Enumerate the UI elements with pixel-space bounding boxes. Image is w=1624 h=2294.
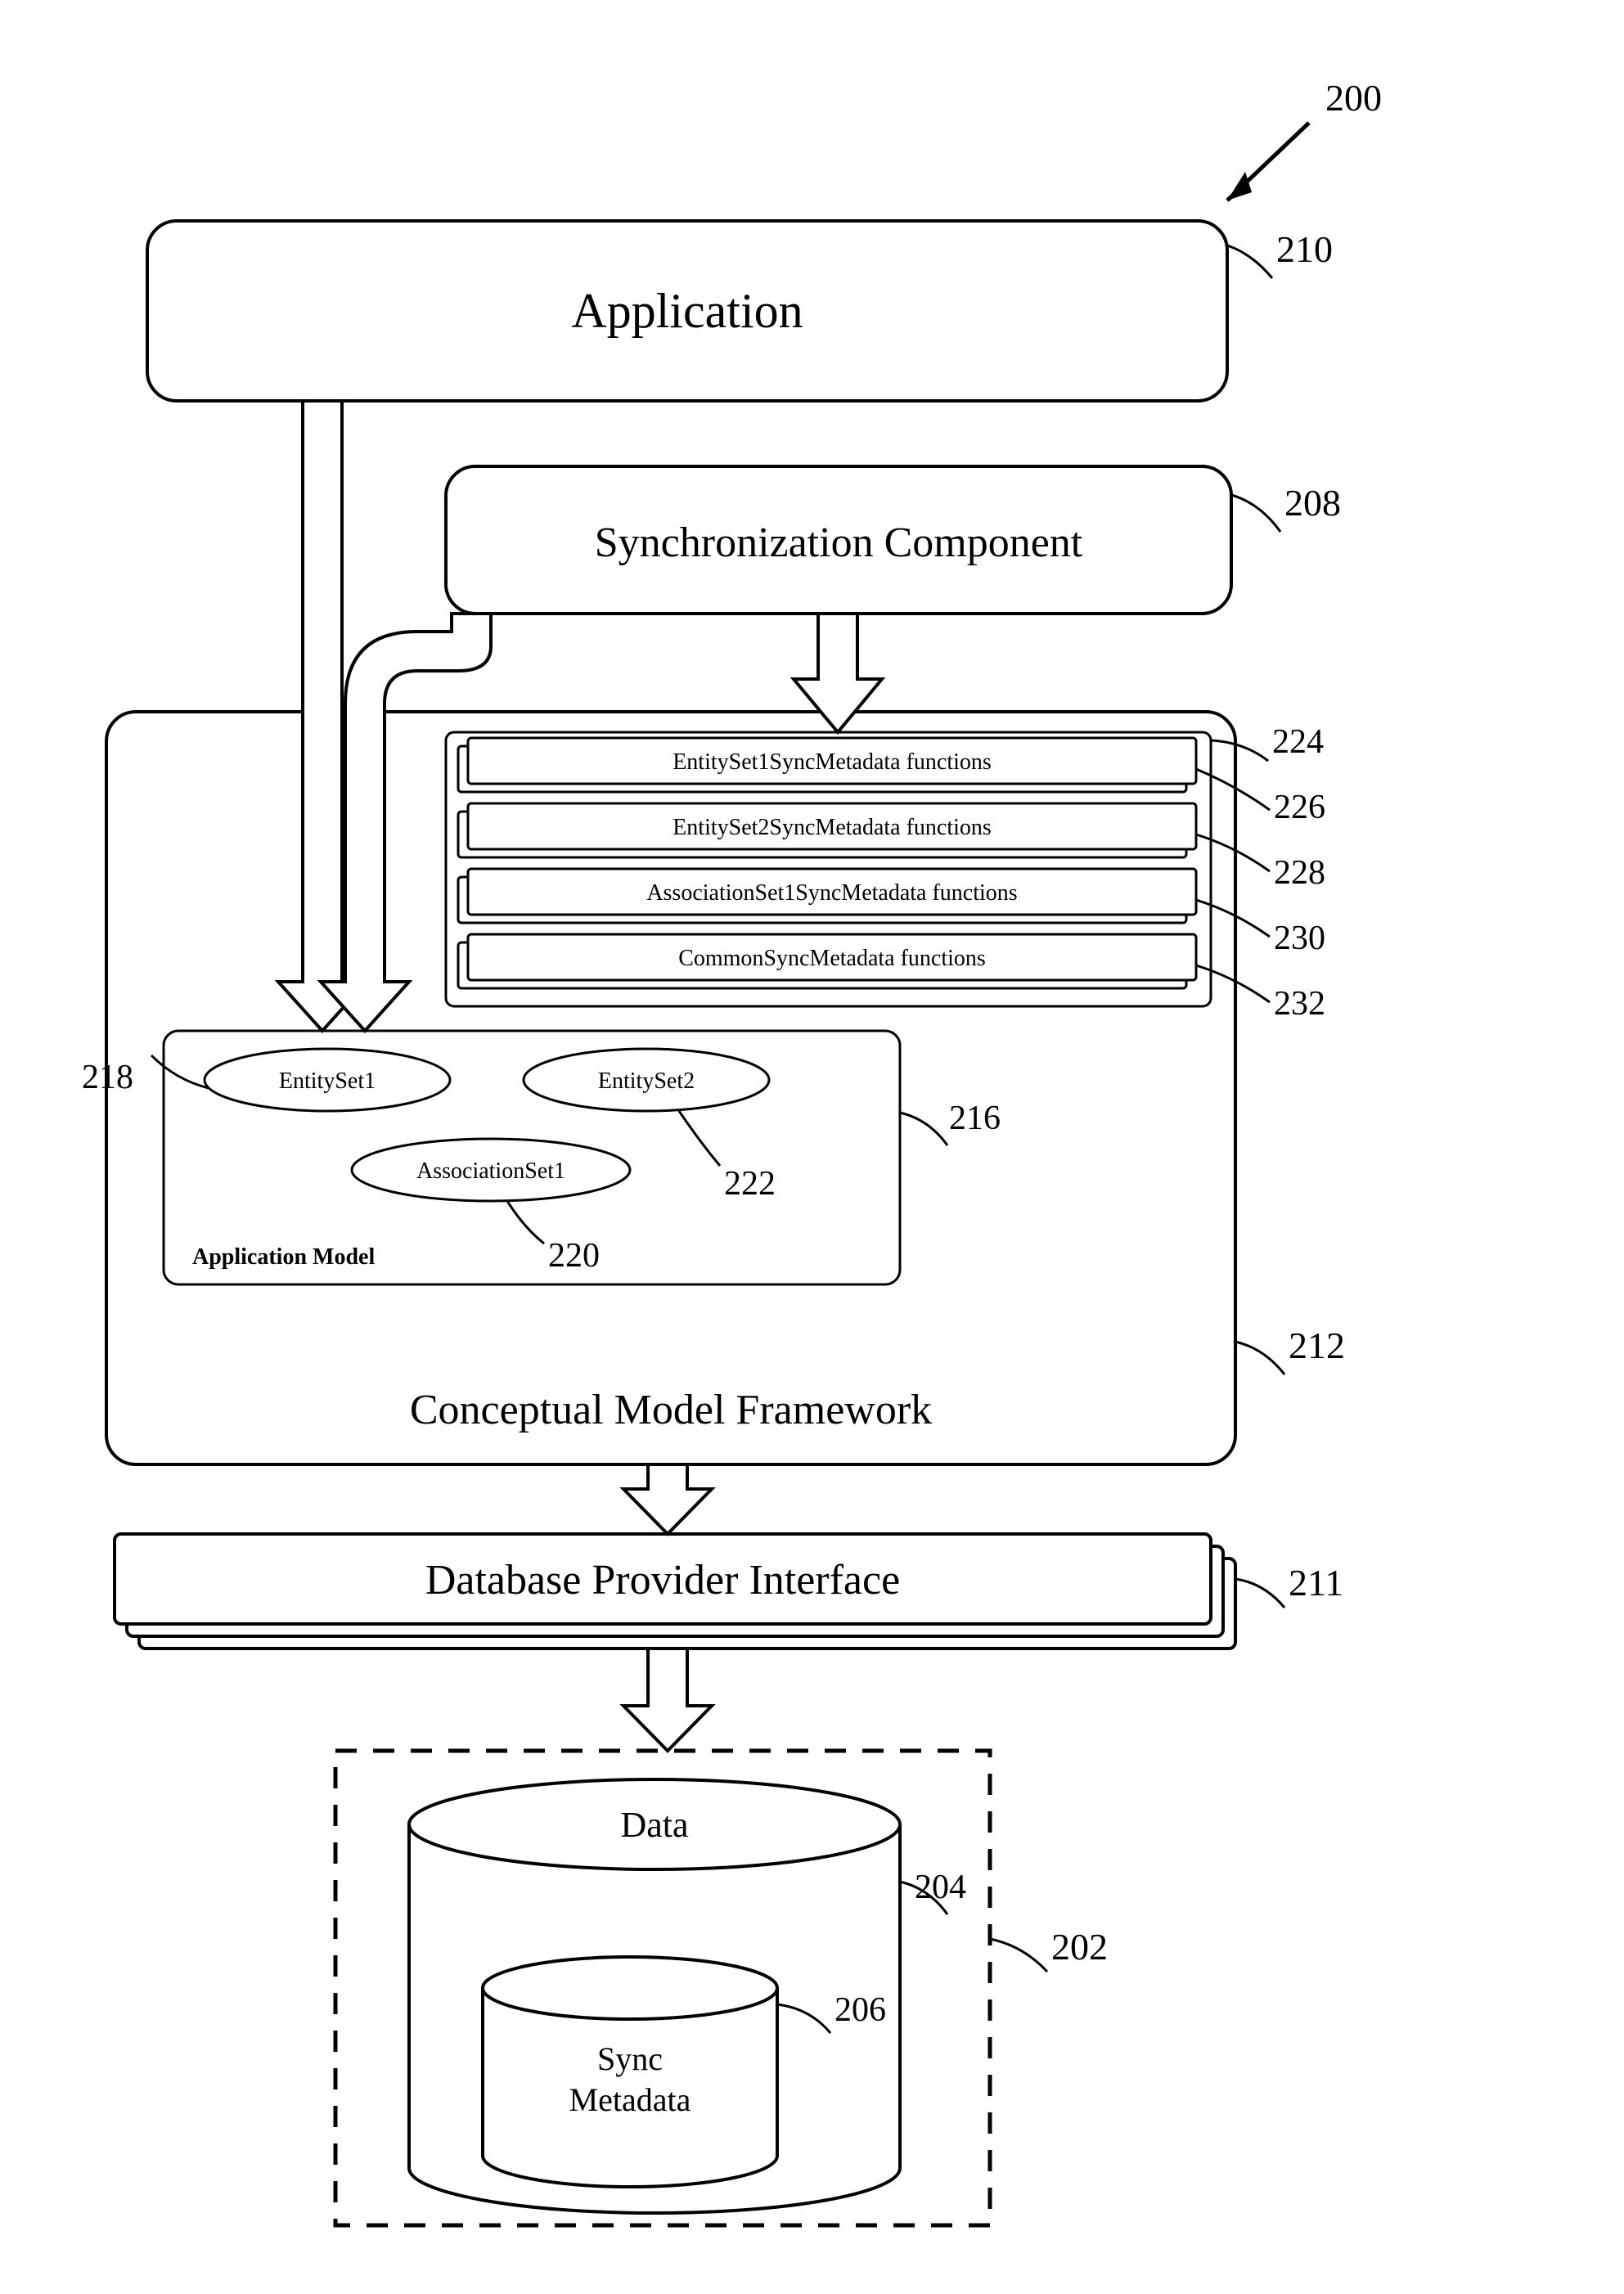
function-item-label: AssociationSet1SyncMetadata functions	[646, 880, 1017, 906]
app-model-label: Application Model	[192, 1244, 375, 1270]
datastore-ref: 202	[1051, 1926, 1108, 1968]
association-set-label: AssociationSet1	[416, 1158, 565, 1184]
app-model-box: Application Model 216 EntitySet1 218 Ent…	[82, 1031, 1001, 1284]
function-item-ref: 232	[1274, 985, 1325, 1023]
function-item-label: EntitySet1SyncMetadata functions	[673, 749, 992, 775]
arrow-framework-to-provider	[623, 1464, 712, 1534]
function-item-label: EntitySet2SyncMetadata functions	[673, 815, 992, 840]
sync-component-box: Synchronization Component 208	[446, 466, 1341, 614]
sync-cylinder-label2: Metadata	[569, 2081, 691, 2118]
figure-ref-arrow: 200	[1227, 77, 1382, 200]
function-item-label: CommonSyncMetadata functions	[678, 946, 986, 971]
functions-group-ref: 224	[1272, 723, 1324, 761]
figure-ref: 200	[1325, 77, 1382, 119]
sync-cylinder-ref: 206	[834, 1991, 886, 2029]
application-ref: 210	[1276, 228, 1333, 270]
data-cylinder-label: Data	[620, 1805, 688, 1845]
entity-set-label: EntitySet1	[279, 1068, 376, 1094]
sync-component-ref: 208	[1284, 482, 1341, 524]
provider-ref: 211	[1289, 1562, 1343, 1604]
framework-label: Conceptual Model Framework	[410, 1387, 932, 1433]
entity-set-ref: 222	[724, 1165, 776, 1203]
function-item-ref: 228	[1274, 854, 1325, 892]
data-cylinder-ref: 204	[915, 1869, 966, 1906]
application-box: Application 210	[147, 221, 1333, 401]
functions-group: 224 EntitySet1SyncMetadata functions 226…	[446, 723, 1325, 1023]
function-item-ref: 226	[1274, 789, 1325, 826]
association-set-ref: 220	[548, 1237, 600, 1275]
sync-cylinder-label1: Sync	[597, 2040, 663, 2077]
framework-ref: 212	[1289, 1325, 1345, 1366]
provider-box: Database Provider Interface 211	[115, 1534, 1343, 1649]
provider-label: Database Provider Interface	[425, 1557, 900, 1604]
app-model-ref: 216	[949, 1100, 1001, 1137]
application-label: Application	[571, 284, 803, 338]
entity-set-ref: 218	[82, 1059, 133, 1096]
sync-component-label: Synchronization Component	[595, 520, 1083, 566]
entity-set-label: EntitySet2	[598, 1068, 695, 1094]
function-item-ref: 230	[1274, 920, 1325, 957]
arrow-provider-to-datastore	[623, 1649, 712, 1751]
